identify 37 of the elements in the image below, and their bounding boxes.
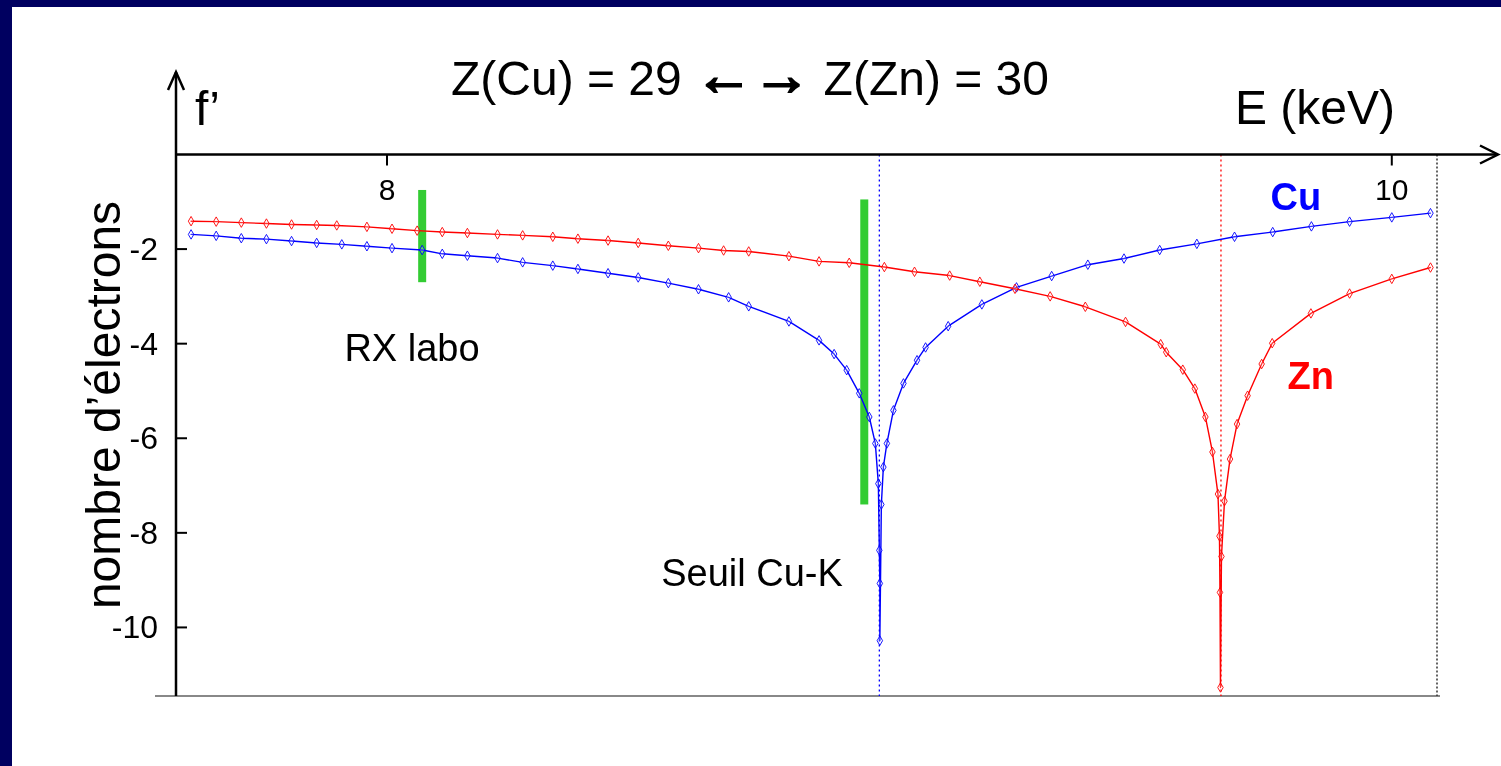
point bbox=[1046, 291, 1054, 302]
point bbox=[413, 225, 421, 236]
point bbox=[785, 316, 793, 327]
series-label: Cu bbox=[1270, 176, 1322, 219]
point bbox=[883, 438, 891, 449]
y-tick-label: -10 bbox=[111, 609, 158, 646]
point bbox=[978, 299, 986, 310]
y-tick-label: -2 bbox=[129, 231, 158, 268]
point bbox=[1120, 253, 1128, 264]
point bbox=[815, 335, 823, 346]
y-tick-label: -4 bbox=[129, 325, 158, 362]
annotation: RX labo bbox=[344, 327, 480, 369]
x-tick-label: 8 bbox=[378, 172, 396, 206]
annotation: Seuil Cu-K bbox=[661, 552, 843, 594]
text: f’ bbox=[195, 82, 220, 135]
point bbox=[604, 268, 612, 279]
x-tick-label: 10 bbox=[1375, 172, 1409, 206]
chart-title: Z(Cu) = 29 ←→ Z(Zn) = 30 bbox=[451, 43, 1049, 107]
y-axis-title: nombre d’électrons bbox=[77, 200, 130, 610]
point bbox=[1216, 587, 1224, 598]
point bbox=[574, 233, 582, 244]
point bbox=[1084, 259, 1092, 270]
point bbox=[1191, 383, 1199, 394]
point bbox=[1307, 308, 1315, 319]
point bbox=[388, 223, 396, 234]
point bbox=[976, 276, 984, 287]
point bbox=[604, 235, 612, 246]
point bbox=[876, 635, 884, 646]
point bbox=[876, 578, 884, 589]
y-tick-label: -8 bbox=[129, 514, 158, 551]
x-axis-title: E (keV) bbox=[1234, 81, 1395, 134]
point bbox=[815, 256, 823, 267]
point bbox=[363, 241, 371, 252]
y-tick-label: -6 bbox=[129, 420, 158, 457]
point bbox=[187, 229, 195, 240]
series-label: Zn bbox=[1287, 354, 1334, 397]
point bbox=[913, 355, 921, 366]
